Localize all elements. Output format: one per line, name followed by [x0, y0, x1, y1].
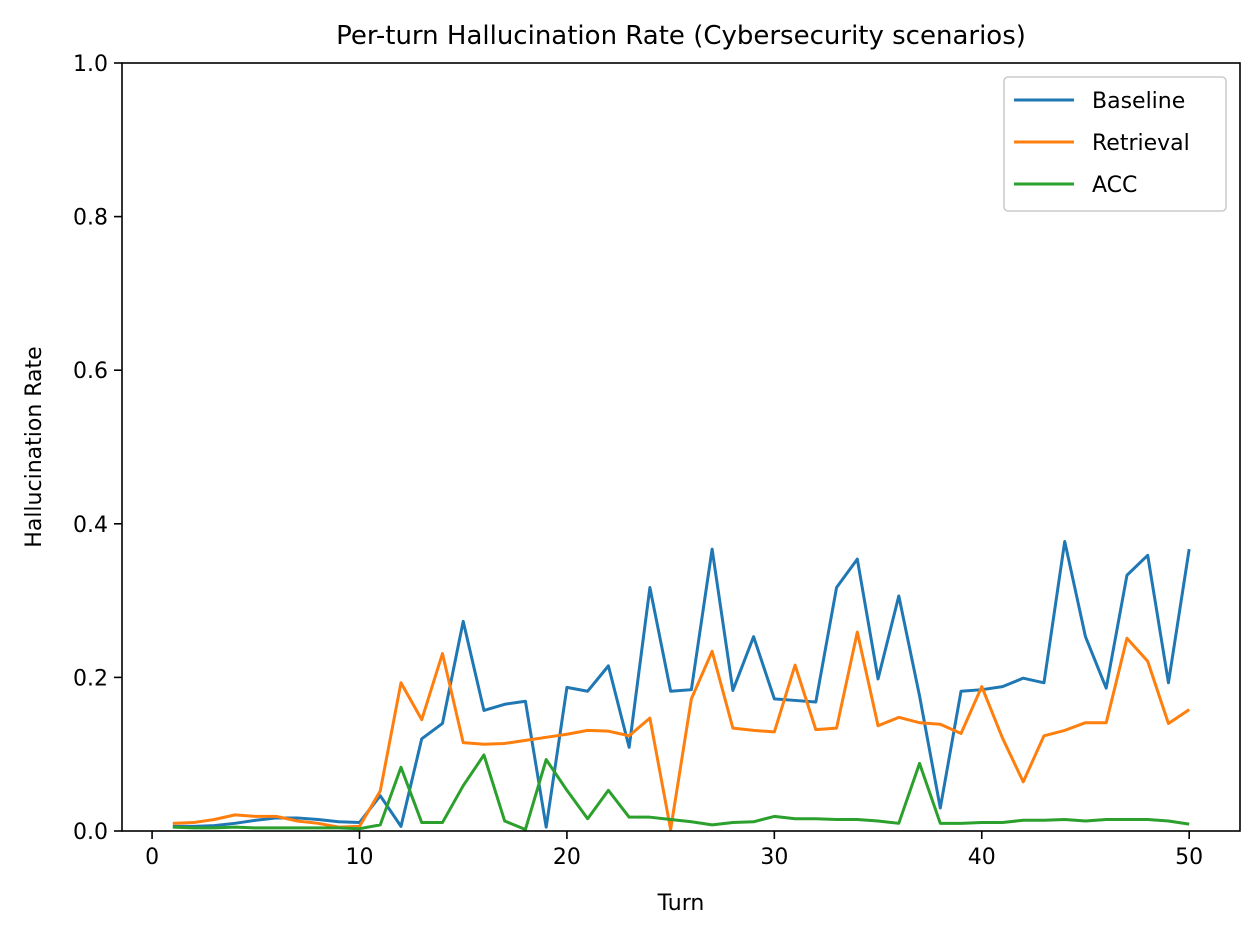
y-tick-label: 1.0 — [73, 52, 108, 77]
series-line-baseline — [172, 539, 1191, 829]
x-tick-label: 30 — [760, 845, 788, 870]
x-axis-title: Turn — [657, 891, 705, 916]
x-tick-label: 20 — [553, 845, 581, 870]
y-tick-label: 0.4 — [73, 513, 108, 538]
series-line-acc — [172, 753, 1190, 831]
plot-area — [172, 539, 1191, 831]
y-axis-title: Hallucination Rate — [22, 346, 47, 547]
legend-label-retrieval: Retrieval — [1092, 131, 1190, 156]
x-tick-label: 0 — [145, 845, 159, 870]
legend: Baseline Retrieval ACC — [1003, 76, 1227, 212]
legend-box — [1003, 76, 1227, 212]
legend-label-baseline: Baseline — [1092, 89, 1185, 114]
x-tick-label: 50 — [1175, 845, 1203, 870]
chart-title: Per-turn Hallucination Rate (Cybersecuri… — [336, 21, 1026, 51]
y-tick-label: 0.2 — [73, 666, 108, 691]
axes: 0 10 20 30 40 50 0.0 0.2 0.4 0.6 0.8 1.0 — [73, 52, 1241, 870]
y-tick-label: 0.6 — [73, 359, 108, 384]
y-tick-label: 0.0 — [73, 820, 108, 845]
x-tick-label: 40 — [968, 845, 996, 870]
axes-frame — [121, 62, 1241, 832]
x-tick-label: 10 — [345, 845, 373, 870]
y-tick-label: 0.8 — [73, 206, 108, 231]
legend-label-acc: ACC — [1092, 173, 1137, 198]
